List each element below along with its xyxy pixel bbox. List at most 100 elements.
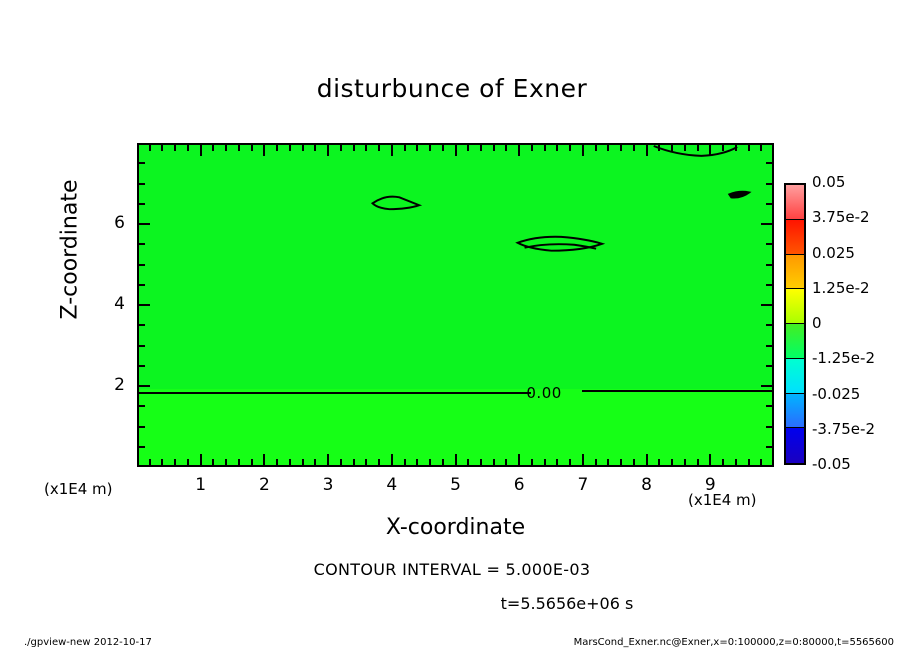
axis-tick [748,459,750,465]
axis-tick [340,145,342,151]
axis-tick [327,454,329,465]
axis-tick [467,459,469,465]
axis-tick [748,145,750,151]
x-tick-label: 8 [641,475,652,495]
axis-tick [493,459,495,465]
axis-tick [404,145,406,151]
axis-tick [633,145,635,151]
x-tick-label: 9 [704,475,716,495]
axis-tick [378,145,380,151]
axis-tick [429,459,431,465]
axis-tick [569,145,571,151]
axis-tick [263,145,265,156]
x-tick-label: 2 [258,475,270,495]
axis-tick [709,145,711,156]
axis-tick [289,459,291,465]
colorbar-tick-label: 0.025 [812,243,855,262]
axis-tick [766,446,772,448]
axis-tick [582,454,584,465]
field-region-lower [139,389,772,465]
axis-tick [276,459,278,465]
colorbar-band [786,219,804,255]
axis-tick [766,264,772,266]
axis-tick [174,459,176,465]
colorbar-band [786,289,804,324]
axis-tick [149,459,151,465]
axis-tick [139,345,145,347]
axis-tick [735,145,737,151]
axis-tick [340,459,342,465]
axis-tick [139,405,145,407]
axis-tick [353,145,355,151]
axis-tick [139,304,150,306]
axis-tick [467,145,469,151]
axis-tick [263,454,265,465]
axis-tick [556,145,558,151]
x-tick-label: 5 [450,475,461,495]
axis-tick [518,145,520,156]
axis-tick [416,145,418,151]
colorbar-band [786,358,804,394]
colorbar-tick-label: 3.75e-2 [812,208,870,227]
axis-tick [139,223,150,225]
axis-tick [212,459,214,465]
axis-tick [722,459,724,465]
axis-tick [505,459,507,465]
colorbar-tick-label: 0.05 [812,173,846,191]
axis-tick [556,459,558,465]
axis-tick [531,459,533,465]
axis-tick [607,145,609,151]
axis-tick [766,365,772,367]
axis-tick [139,183,145,185]
x-tick-label: 6 [513,475,525,495]
y-axis-unit-label: (x1E4 m) [44,480,113,498]
contour-interval-note: CONTOUR INTERVAL = 5.000E-03 [313,560,591,579]
axis-tick [595,459,597,465]
x-tick-label: 4 [386,475,398,495]
axis-tick [766,183,772,185]
axis-tick [139,243,145,245]
time-label: t=5.5656e+06 s [500,594,634,613]
axis-tick [544,145,546,151]
axis-tick [760,145,762,151]
axis-tick [200,145,202,156]
axis-tick [327,145,329,156]
x-axis-unit-label: (x1E4 m) [688,491,757,509]
axis-tick [735,459,737,465]
colorbar [784,183,806,465]
axis-tick [174,145,176,151]
axis-tick [365,145,367,151]
x-axis-title: X-coordinate [385,515,526,540]
colorbar-band [786,393,804,429]
axis-tick [455,454,457,465]
axis-tick [760,459,762,465]
page-title: disturbunce of Exner [316,74,588,103]
axis-tick [607,459,609,465]
axis-tick [633,459,635,465]
colorbar-tick-label: -3.75e-2 [812,419,875,438]
axis-tick [365,459,367,465]
axis-tick [766,243,772,245]
axis-tick [161,459,163,465]
colorbar-tick-label: -1.25e-2 [812,349,875,368]
y-tick-label: 2 [114,375,125,395]
axis-tick [139,203,145,205]
axis-tick [505,145,507,151]
axis-tick [620,145,622,151]
x-tick-label: 7 [577,475,589,495]
axis-tick [139,162,145,164]
colorbar-tick-label: 0 [812,314,822,332]
axis-tick [212,145,214,151]
axis-tick [200,454,202,465]
axis-tick [139,284,145,286]
axis-tick [251,459,253,465]
colorbar-tick-label: -0.05 [812,455,851,473]
axis-tick [238,145,240,151]
axis-tick [139,324,145,326]
axis-tick [658,459,660,465]
colorbar-band [786,324,804,359]
axis-tick [139,426,145,428]
axis-tick [766,426,772,428]
axis-tick [761,223,772,225]
axis-tick [442,145,444,151]
